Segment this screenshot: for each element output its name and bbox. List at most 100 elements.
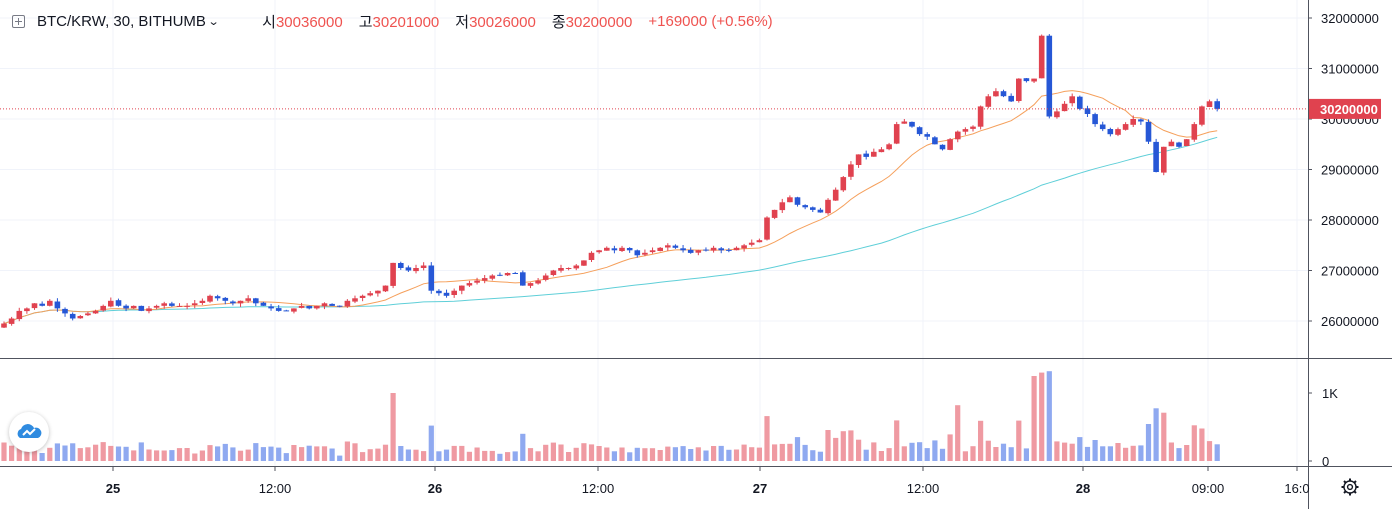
volume-bar <box>520 433 526 461</box>
candle-body <box>1145 121 1152 142</box>
candle-body <box>855 154 862 165</box>
volume-bar <box>596 446 602 461</box>
volume-bar <box>856 439 862 461</box>
candle-body <box>604 247 610 251</box>
ohlc-open: 시30036000 <box>262 11 343 32</box>
volume-bar <box>466 451 472 461</box>
candle-body <box>420 265 427 268</box>
volume-bar <box>398 446 404 461</box>
candle-body <box>24 308 30 312</box>
volume-bar <box>1123 447 1129 461</box>
chevron-down-icon[interactable]: ⌄ <box>207 15 220 28</box>
volume-bar <box>619 447 625 461</box>
volume-bar <box>1084 446 1091 461</box>
time-axis[interactable]: 25 12:00 26 12:00 27 12:00 28 09:00 16:0 <box>106 466 1310 496</box>
volume-bar <box>1184 445 1190 461</box>
gear-icon[interactable] <box>1338 475 1362 499</box>
candle-body <box>436 290 442 294</box>
candle-body <box>123 305 129 309</box>
candle-body <box>230 301 236 304</box>
volume-bar <box>955 405 961 461</box>
candle-body <box>1161 146 1167 173</box>
change-value: +169000 (+0.56%) <box>648 12 773 30</box>
candle-body <box>1176 142 1182 147</box>
candle-body <box>191 303 198 306</box>
volume-bar <box>497 453 503 461</box>
candle-body <box>825 199 831 214</box>
volume-bar <box>1 442 7 461</box>
volume-bar <box>1214 444 1220 461</box>
volume-bar <box>321 446 328 461</box>
candle-body <box>1168 141 1175 147</box>
price-axis[interactable]: 3200000031000000300000002900000028000000… <box>1308 11 1381 329</box>
price-tick-label: 27000000 <box>1321 264 1379 279</box>
candles <box>0 34 1308 328</box>
volume-bar <box>543 444 549 461</box>
volume-bar <box>1145 424 1152 461</box>
grid <box>0 0 1308 466</box>
candle-body <box>565 268 572 269</box>
candle-body <box>558 268 564 271</box>
plus-square-icon[interactable] <box>12 14 25 28</box>
volume-bar <box>428 425 434 461</box>
volume-bar <box>703 450 709 461</box>
volume-bar <box>558 444 564 461</box>
candle-body <box>1099 124 1106 130</box>
candle-body <box>398 263 404 268</box>
candle-body <box>169 303 175 306</box>
volume-bar <box>993 447 999 461</box>
volume-bar <box>1008 447 1014 461</box>
tradingview-logo-icon[interactable] <box>9 412 49 452</box>
candle-body <box>108 300 114 307</box>
candle-body <box>687 249 694 253</box>
time-tick-label: 16:0 <box>1284 481 1309 496</box>
volume-bar <box>932 440 938 461</box>
price-tick-label: 29000000 <box>1321 163 1379 178</box>
volume-bar <box>1046 371 1052 461</box>
volume-bar <box>741 444 747 461</box>
candle-body <box>1199 106 1205 125</box>
candle-body <box>207 295 213 302</box>
candle-body <box>16 310 23 320</box>
candle-body <box>1000 91 1007 97</box>
volume-bar <box>756 447 762 461</box>
candle-body <box>611 248 618 251</box>
volume-bar <box>505 452 511 461</box>
volume-bar <box>451 445 457 461</box>
volume-bar <box>1000 443 1007 461</box>
volume-bar <box>550 442 556 461</box>
volume-bar <box>215 446 221 461</box>
volume-bar <box>443 449 450 461</box>
volume-bar <box>1069 443 1075 461</box>
candle-body <box>1038 35 1045 79</box>
volume-axis[interactable]: 1K 0 <box>1308 386 1338 469</box>
volume-bar <box>405 449 411 461</box>
candle-body <box>756 240 763 243</box>
volume-bar <box>642 448 648 461</box>
low-value: 30026000 <box>469 13 536 31</box>
candle-body <box>77 316 84 319</box>
candle-body <box>1214 101 1220 109</box>
volume-bar <box>421 451 427 461</box>
candle-body <box>291 308 297 312</box>
candle-body <box>840 177 847 191</box>
candle-body <box>1069 96 1075 104</box>
candle-body <box>1084 108 1091 114</box>
candle-body <box>413 268 419 272</box>
candle-body <box>588 252 595 260</box>
volume-bar <box>588 444 595 461</box>
volume-bar <box>726 449 732 461</box>
volume-bar <box>672 447 678 461</box>
candle-body <box>405 267 412 271</box>
symbol-title[interactable]: BTC/KRW, 30, BITHUMB <box>37 12 206 30</box>
moving-averages <box>3 90 1218 324</box>
volume-bar <box>688 449 694 461</box>
candle-body <box>138 305 145 311</box>
volume-bar <box>314 446 320 461</box>
candle-body <box>176 305 183 307</box>
candle-body <box>1122 124 1129 130</box>
volume-bar <box>566 452 572 461</box>
candle-body <box>802 205 808 208</box>
